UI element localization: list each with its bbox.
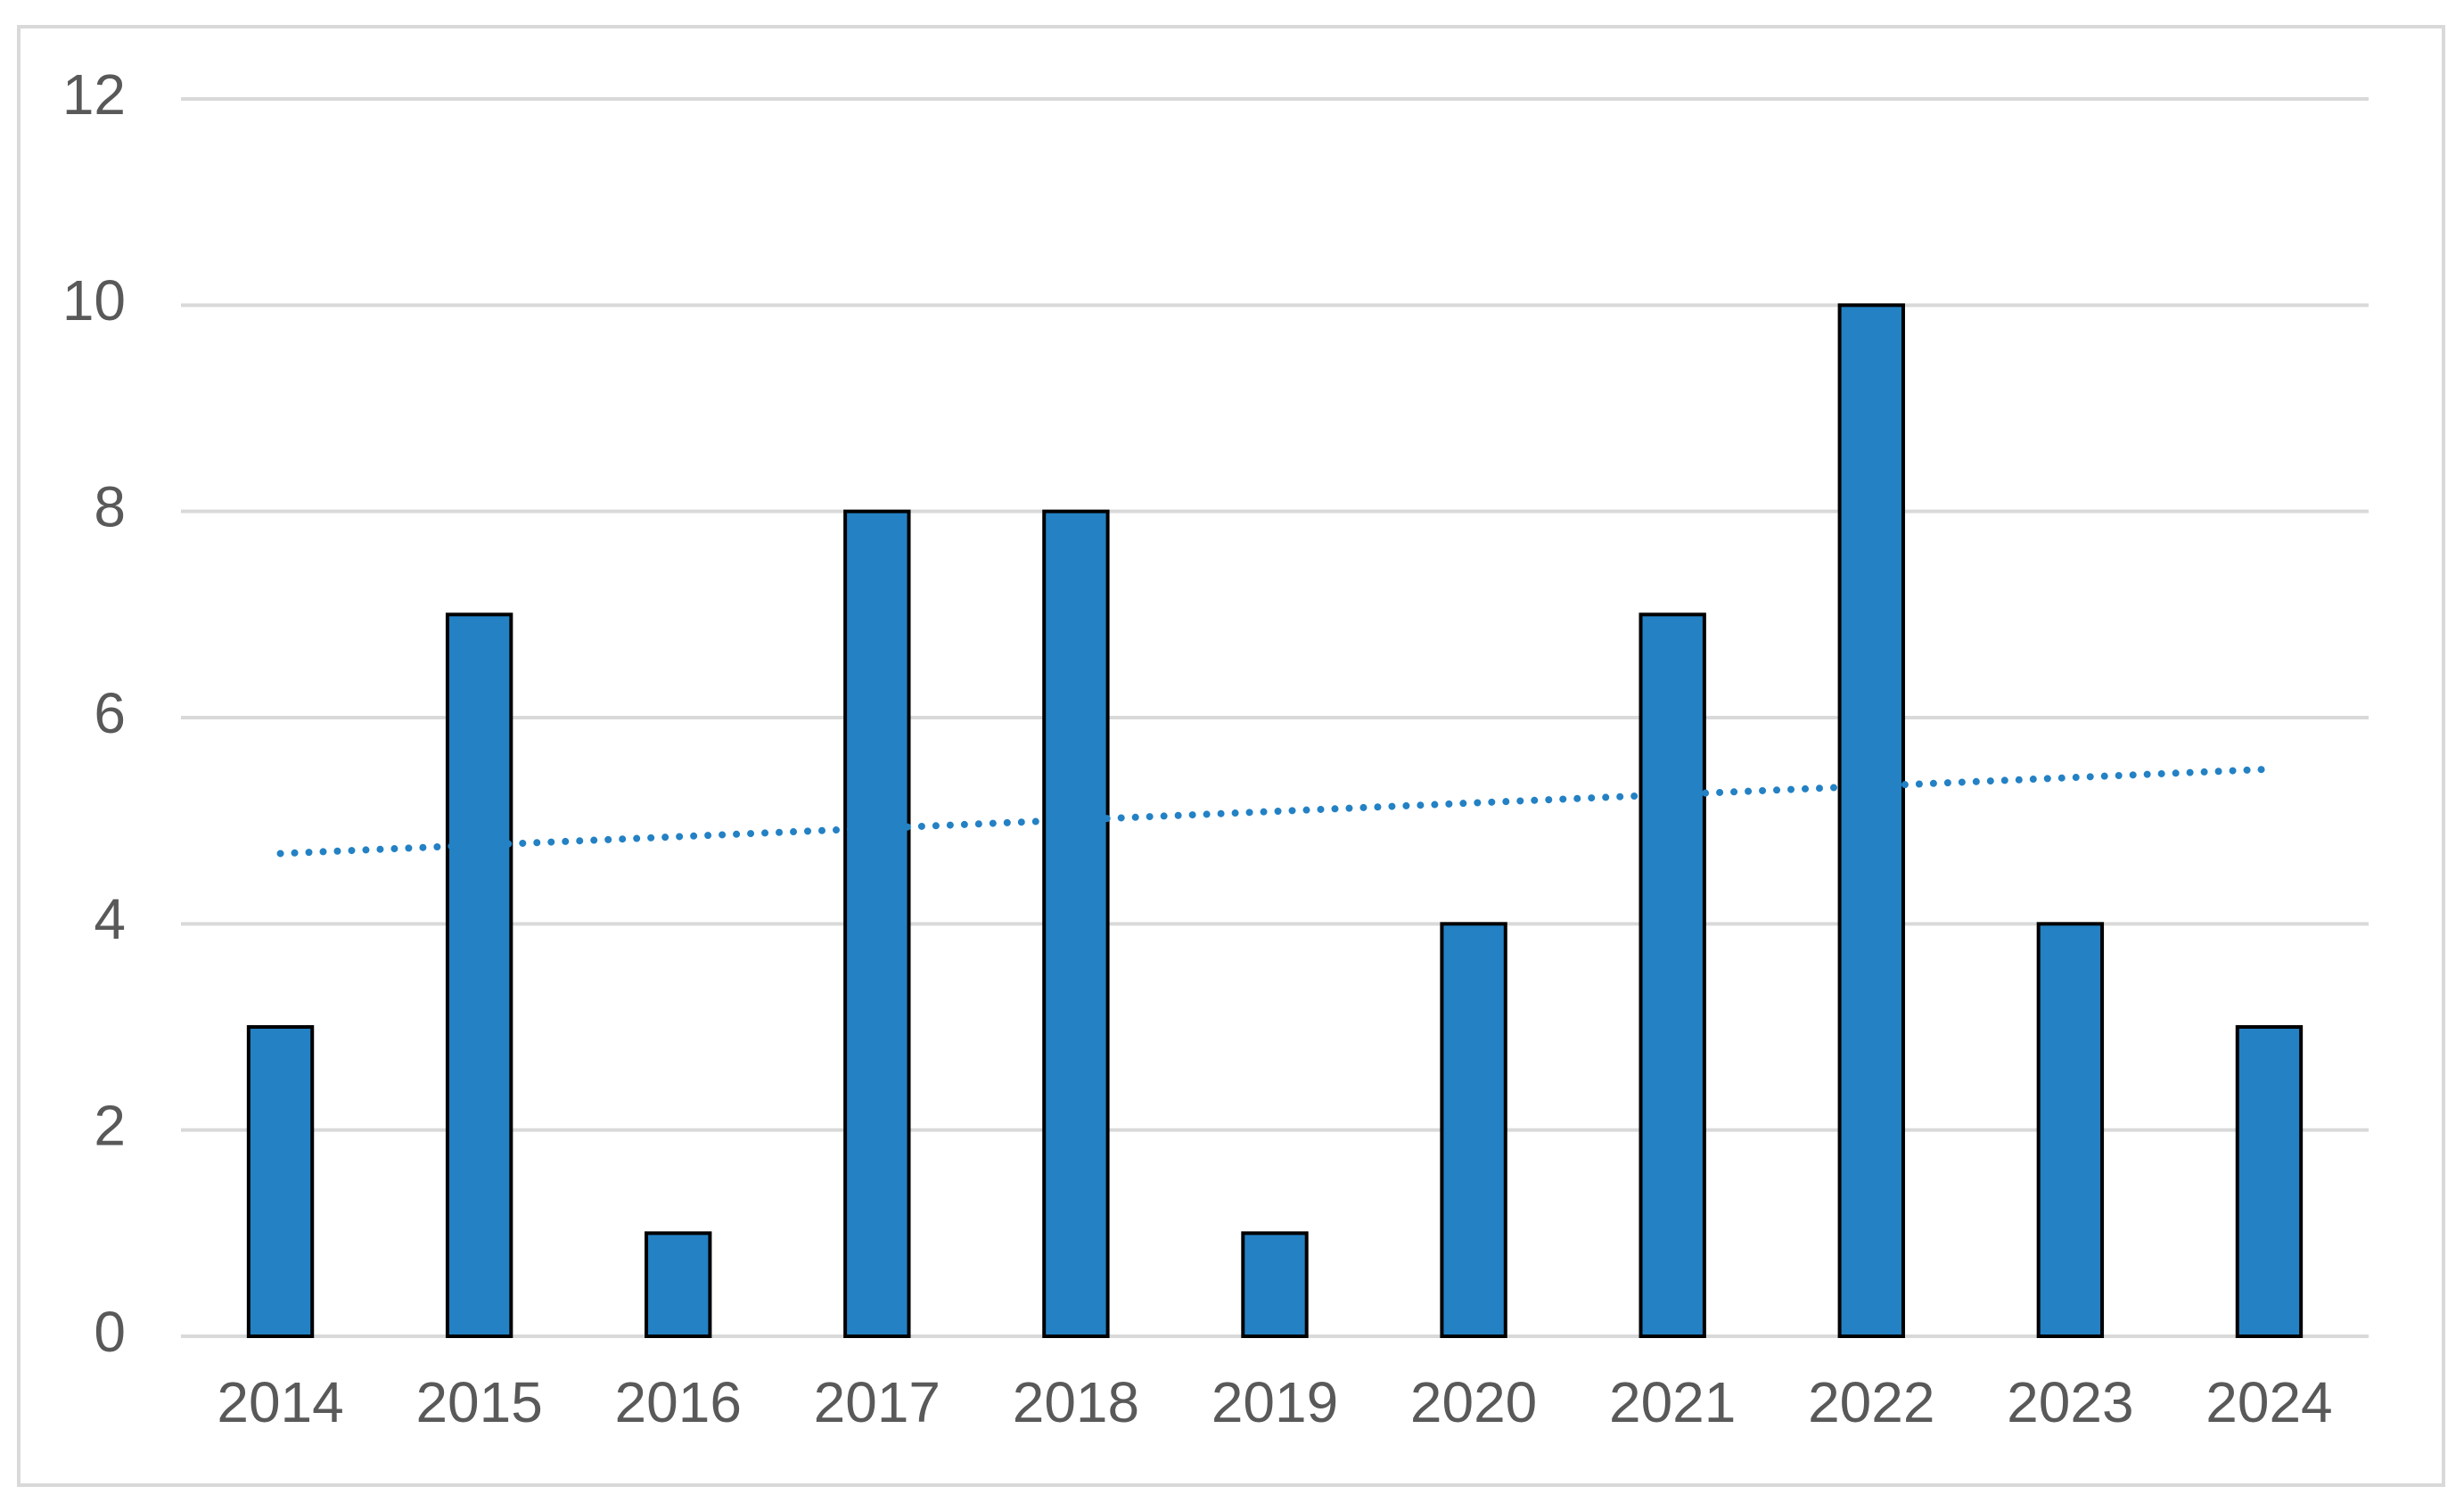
y-tick-label: 2 [94,1094,126,1158]
x-tick-label: 2017 [814,1370,940,1434]
x-tick-label: 2024 [2205,1370,2332,1434]
bar [246,1025,315,1338]
y-tick-label: 4 [94,887,126,951]
y-tick-label: 10 [62,268,126,333]
y-tick-label: 6 [94,681,126,745]
bar [1639,612,1706,1338]
x-tick-label: 2021 [1609,1370,1736,1434]
y-tick-label: 8 [94,475,126,539]
y-tick-label: 0 [94,1300,126,1364]
bar [2036,922,2105,1339]
bar [1241,1231,1309,1339]
x-tick-label: 2014 [217,1370,343,1434]
bar [1837,303,1905,1338]
x-tick-label: 2015 [415,1370,542,1434]
y-tick-label: 12 [62,62,126,127]
x-tick-label: 2022 [1808,1370,1934,1434]
bar [1440,922,1507,1339]
bar [1042,509,1110,1338]
bar [445,612,513,1338]
x-tick-label: 2020 [1410,1370,1537,1434]
x-tick-label: 2018 [1013,1370,1139,1434]
x-tick-label: 2023 [2007,1370,2133,1434]
trendline [276,765,2273,858]
bar [843,509,911,1338]
bar [2235,1025,2304,1338]
bar [645,1231,712,1339]
x-tick-label: 2016 [615,1370,742,1434]
x-tick-label: 2019 [1211,1370,1338,1434]
